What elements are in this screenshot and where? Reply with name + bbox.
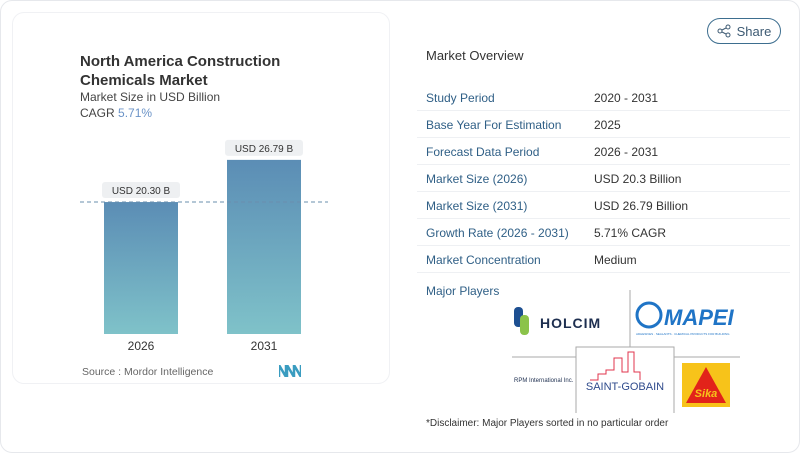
overview-value: 2020 - 2031 — [594, 91, 659, 105]
disclaimer: *Disclaimer: Major Players sorted in no … — [426, 418, 669, 429]
overview-row: Study Period 2020 - 2031 — [417, 84, 790, 111]
overview-label: Market Size (2026) — [426, 172, 528, 186]
overview-label: Market Concentration — [426, 253, 541, 267]
overview-row: Base Year For Estimation 2025 — [417, 111, 790, 138]
overview-row: Market Size (2026) USD 20.3 Billion — [417, 165, 790, 192]
chart-title: North America Construction Chemicals Mar… — [80, 53, 281, 89]
svg-text:Sika: Sika — [695, 388, 718, 400]
overview-row: Forecast Data Period 2026 - 2031 — [417, 138, 790, 165]
cagr-value: 5.71% — [118, 106, 153, 120]
overview-label: Forecast Data Period — [426, 145, 540, 159]
source-text: Source : Mordor Intelligence — [82, 366, 214, 378]
bar-2026 — [104, 202, 178, 334]
mordor-logo-icon — [279, 365, 301, 377]
overview-row: Market Concentration Medium — [417, 246, 790, 273]
major-players-title: Major Players — [426, 284, 500, 298]
overview-row: Market Size (2031) USD 26.79 Billion — [417, 192, 790, 219]
x-tick-label: 2031 — [251, 339, 278, 353]
overview-label: Growth Rate (2026 - 2031) — [426, 226, 569, 240]
overview-value: USD 20.3 Billion — [594, 172, 682, 186]
share-icon — [717, 24, 731, 38]
overview-label: Market Size (2031) — [426, 199, 528, 213]
data-label: USD 26.79 B — [235, 144, 294, 155]
holcim-logo: HOLCIM — [514, 307, 601, 335]
chart-card — [12, 12, 390, 384]
bar-2031 — [227, 159, 301, 334]
overview-label: Base Year For Estimation — [426, 118, 562, 132]
overview-title: Market Overview — [426, 48, 524, 63]
overview-value: 2026 - 2031 — [594, 145, 659, 159]
overview-value: 2025 — [594, 118, 621, 132]
svg-text:HOLCIM: HOLCIM — [540, 315, 601, 331]
svg-text:SAINT-GOBAIN: SAINT-GOBAIN — [586, 381, 664, 393]
sika-logo: Sika — [682, 363, 730, 407]
major-players-logos: HOLCIM MAPEI ADHESIVES · SEALANTS · CHEMI… — [512, 290, 740, 413]
rpm-logo: RPM International Inc. — [514, 378, 574, 384]
data-label-bg — [102, 182, 180, 199]
overview-value: 5.71% CAGR — [594, 226, 667, 240]
svg-text:MAPEI: MAPEI — [664, 305, 735, 330]
svg-text:RPM International Inc.: RPM International Inc. — [514, 378, 574, 384]
cagr-label: CAGR — [80, 106, 115, 120]
share-button[interactable]: Share — [707, 18, 781, 44]
overview-value: USD 26.79 Billion — [594, 199, 689, 213]
overview-label: Study Period — [426, 91, 495, 105]
x-tick-label: 2026 — [128, 339, 155, 353]
data-label: USD 20.30 B — [112, 186, 171, 197]
saint-gobain-logo: SAINT-GOBAIN — [586, 351, 664, 393]
share-label: Share — [736, 23, 772, 39]
bar-chart: USD 20.30 B 2026 USD 26.79 B 2031 — [80, 139, 328, 353]
svg-text:ADHESIVES · SEALANTS · CHEMICA: ADHESIVES · SEALANTS · CHEMICAL PRODUCTS… — [636, 332, 730, 336]
chart-subtitle: Market Size in USD Billion — [80, 90, 221, 104]
overview-row: Growth Rate (2026 - 2031) 5.71% CAGR — [417, 219, 790, 246]
overview-value: Medium — [594, 253, 637, 267]
data-label-bg — [225, 139, 303, 156]
mapei-logo: MAPEI ADHESIVES · SEALANTS · CHEMICAL PRO… — [635, 301, 735, 336]
cagr: CAGR 5.71% — [80, 106, 152, 120]
